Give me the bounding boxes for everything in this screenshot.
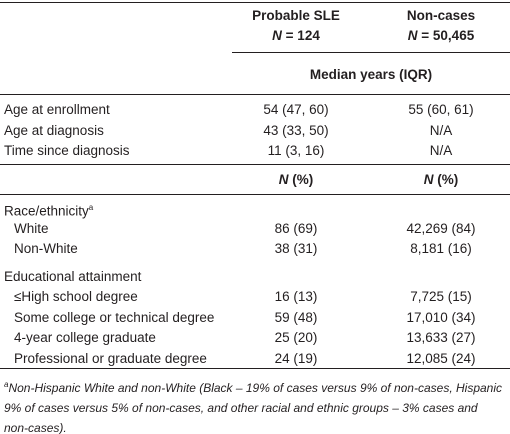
count-unit: (%) bbox=[437, 172, 459, 187]
cell: 25 (20) bbox=[274, 330, 318, 345]
row-label: 4-year college graduate bbox=[14, 330, 156, 345]
rule bbox=[0, 194, 510, 195]
footnote-mark: a bbox=[4, 380, 9, 389]
cell: 42,269 (84) bbox=[406, 220, 476, 236]
row-label: ≤High school degree bbox=[14, 289, 138, 304]
column-title: Non-cases bbox=[406, 8, 476, 23]
row-label: Time since diagnosis bbox=[4, 143, 130, 158]
footnote-text: Non-Hispanic White and non-White (Black … bbox=[4, 381, 503, 434]
footnote: aNon-Hispanic White and non-White (Black… bbox=[4, 375, 504, 434]
cell: 17,010 (34) bbox=[406, 309, 476, 325]
cell: 12,085 (24) bbox=[406, 350, 476, 366]
cell: N/A bbox=[429, 143, 453, 158]
n-symbol: N bbox=[423, 172, 434, 187]
column-title: Probable SLE bbox=[252, 8, 340, 23]
cell: 55 (60, 61) bbox=[408, 102, 474, 117]
group-label: Educational attainment bbox=[4, 269, 141, 285]
n-value: = 50,465 bbox=[421, 28, 475, 43]
n-symbol: N bbox=[278, 172, 289, 187]
cell: 13,633 (27) bbox=[406, 330, 476, 345]
group-label: Race/ethnicitya bbox=[4, 200, 93, 220]
n-symbol: N bbox=[272, 28, 282, 43]
group-label-text: Race/ethnicity bbox=[4, 203, 89, 219]
column-n: N = 124 bbox=[230, 28, 362, 44]
count-header: N (%) bbox=[230, 172, 362, 188]
cell: 38 (31) bbox=[274, 241, 318, 256]
median-header: Median years (IQR) bbox=[309, 67, 433, 82]
n-symbol: N bbox=[407, 28, 418, 43]
rule bbox=[0, 164, 510, 165]
row-label: Professional or graduate degree bbox=[14, 350, 207, 366]
row-label: Some college or technical degree bbox=[14, 309, 215, 325]
cell: 24 (19) bbox=[274, 350, 318, 366]
rule bbox=[0, 2, 510, 3]
n-value: = 124 bbox=[285, 28, 320, 43]
row-label: Age at diagnosis bbox=[4, 122, 104, 138]
cell: 7,725 (15) bbox=[410, 289, 472, 304]
cell: 59 (48) bbox=[274, 309, 318, 325]
cell: 86 (69) bbox=[274, 220, 318, 236]
row-label: White bbox=[14, 220, 49, 236]
count-unit: (%) bbox=[292, 172, 314, 187]
cell: 8,181 (16) bbox=[410, 241, 472, 256]
cell: 11 (3, 16) bbox=[267, 143, 325, 158]
column-n: N = 50,465 bbox=[372, 28, 510, 44]
group-label-text: Educational attainment bbox=[4, 268, 142, 284]
row-label: Age at enrollment bbox=[4, 102, 110, 117]
rule bbox=[0, 368, 510, 369]
cell: 43 (33, 50) bbox=[263, 122, 329, 138]
row-label: Non-White bbox=[14, 241, 78, 256]
rule bbox=[232, 52, 510, 53]
count-header: N (%) bbox=[372, 172, 510, 188]
cell: 54 (47, 60) bbox=[263, 102, 329, 117]
note-mark: a bbox=[88, 203, 94, 212]
cell: 16 (13) bbox=[274, 289, 318, 304]
rule bbox=[0, 94, 510, 95]
cell: N/A bbox=[429, 122, 453, 138]
